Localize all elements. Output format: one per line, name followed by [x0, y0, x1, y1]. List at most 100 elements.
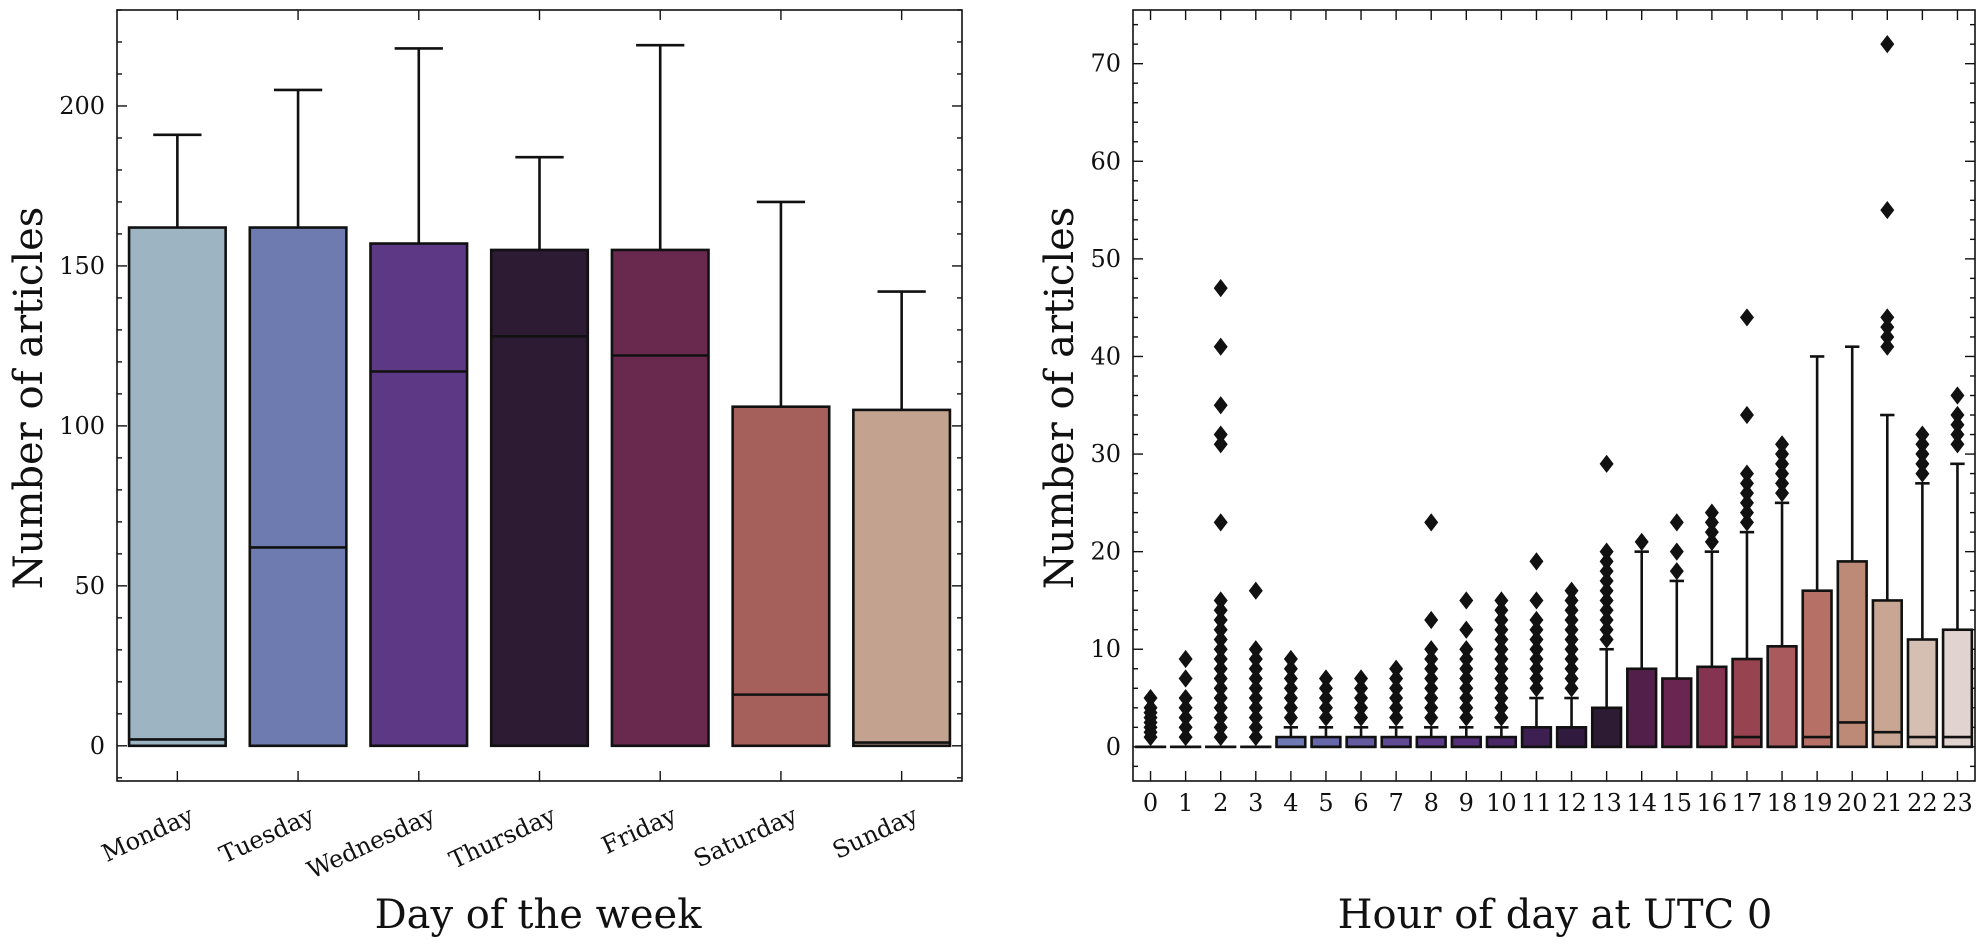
outlier-marker: [1459, 679, 1474, 698]
weekday-box-Saturday: [731, 200, 831, 748]
outlier-marker: [1213, 610, 1228, 630]
hour-y-tick-label: 0: [1106, 733, 1121, 761]
hour-box-18: [1766, 435, 1798, 749]
outlier-marker: [1354, 698, 1369, 717]
outlier-marker: [1494, 649, 1509, 669]
hour-y-tick-label: 50: [1090, 245, 1121, 273]
outlier-marker: [1704, 532, 1719, 551]
iqr-box: [1766, 645, 1798, 749]
hour-y-tick-label: 60: [1090, 147, 1121, 175]
outlier-marker: [1213, 601, 1228, 620]
outlier-marker: [1424, 708, 1439, 727]
hour-x-tick-label: 7: [1388, 789, 1403, 817]
outlier-marker: [1213, 591, 1228, 610]
weekday-box-Tuesday: [248, 88, 348, 748]
outlier-marker: [1318, 708, 1333, 727]
outlier-marker: [1283, 688, 1298, 708]
outlier-marker: [1494, 640, 1509, 659]
hour-x-tick-label: 6: [1353, 789, 1368, 817]
outlier-marker: [1248, 727, 1263, 747]
hour-y-axis-title: Number of articles: [1037, 207, 1083, 590]
outlier-marker: [1739, 513, 1754, 532]
weekday-x-tick-label: Sunday: [828, 801, 922, 865]
hour-box-7: [1380, 659, 1412, 749]
outlier-marker: [1739, 493, 1754, 512]
iqr-box: [1345, 735, 1377, 749]
outlier-marker: [1529, 552, 1544, 571]
weekday-x-tick-label: Thursday: [445, 801, 560, 875]
outlier-marker: [1354, 679, 1369, 698]
outlier-marker: [1143, 698, 1158, 717]
outlier-marker: [1564, 679, 1579, 698]
iqr-box: [1836, 560, 1868, 749]
outlier-marker: [1564, 620, 1579, 639]
outlier-marker: [1213, 425, 1228, 444]
outlier-marker: [1599, 610, 1614, 630]
weekday-x-tick-label: Monday: [97, 801, 198, 868]
outlier-marker: [1494, 669, 1509, 688]
outlier-marker: [1564, 610, 1579, 630]
outlier-marker: [1424, 649, 1439, 669]
hour-x-tick-label: 23: [1942, 789, 1973, 817]
outlier-marker: [1529, 669, 1544, 688]
outlier-marker: [1213, 435, 1228, 454]
outlier-marker: [1213, 698, 1228, 717]
hour-box-13: [1590, 454, 1623, 749]
outlier-marker: [1599, 630, 1614, 649]
hour-box-19: [1801, 355, 1833, 749]
iqr-box: [369, 242, 469, 748]
outlier-marker: [1424, 669, 1439, 688]
outlier-marker: [1599, 562, 1614, 581]
outlier-marker: [1318, 688, 1333, 708]
outlier-marker: [1424, 698, 1439, 717]
iqr-box: [1450, 735, 1482, 749]
hour-y-tick-label: 30: [1090, 440, 1121, 468]
outlier-marker: [1564, 669, 1579, 688]
outlier-marker: [1318, 679, 1333, 698]
outlier-marker: [1459, 688, 1474, 708]
iqr-box: [1626, 667, 1658, 749]
outlier-marker: [1459, 659, 1474, 678]
outlier-marker: [1704, 503, 1719, 522]
hour-x-tick-label: 5: [1318, 789, 1333, 817]
hour-box-3: [1240, 581, 1272, 749]
iqr-box: [1310, 735, 1342, 749]
outlier-marker: [1669, 562, 1684, 581]
weekday-box-Sunday: [852, 290, 952, 748]
iqr-box: [1731, 657, 1763, 749]
outlier-marker: [1739, 308, 1754, 327]
outlier-marker: [1178, 649, 1193, 669]
outlier-marker: [1213, 337, 1228, 356]
hour-box-10: [1485, 591, 1518, 749]
outlier-marker: [1564, 581, 1579, 600]
outlier-marker: [1213, 630, 1228, 649]
hour-y-tick-label: 40: [1090, 342, 1121, 370]
weekday-box-Monday: [127, 133, 227, 748]
outlier-marker: [1494, 630, 1509, 649]
iqr-box: [1801, 589, 1833, 749]
outlier-marker: [1213, 620, 1228, 639]
outlier-marker: [1424, 640, 1439, 659]
outlier-marker: [1354, 688, 1369, 708]
hour-x-tick-label: 12: [1556, 789, 1587, 817]
outlier-marker: [1213, 640, 1228, 659]
outlier-marker: [1283, 698, 1298, 717]
outlier-marker: [1283, 679, 1298, 698]
iqr-box: [1415, 735, 1447, 749]
weekday-box-plot-panel: Day of the week Number of articles 0 50 10…: [6, 9, 963, 938]
hour-box-plot-panel: Hour of day at UTC 0 Number of articles …: [1037, 9, 1976, 938]
hour-box-15: [1661, 513, 1693, 749]
outlier-marker: [1178, 669, 1193, 688]
hour-x-axis-title: Hour of day at UTC 0: [1338, 892, 1773, 938]
outlier-marker: [1739, 503, 1754, 522]
outlier-marker: [1318, 669, 1333, 688]
outlier-marker: [1599, 542, 1614, 561]
hour-box-23: [1941, 386, 1974, 749]
outlier-marker: [1529, 679, 1544, 698]
outlier-marker: [1669, 542, 1684, 561]
outlier-marker: [1354, 669, 1369, 688]
outlier-marker: [1880, 35, 1895, 54]
hour-x-tick-label: 8: [1424, 789, 1439, 817]
hour-x-tick-label: 9: [1459, 789, 1474, 817]
